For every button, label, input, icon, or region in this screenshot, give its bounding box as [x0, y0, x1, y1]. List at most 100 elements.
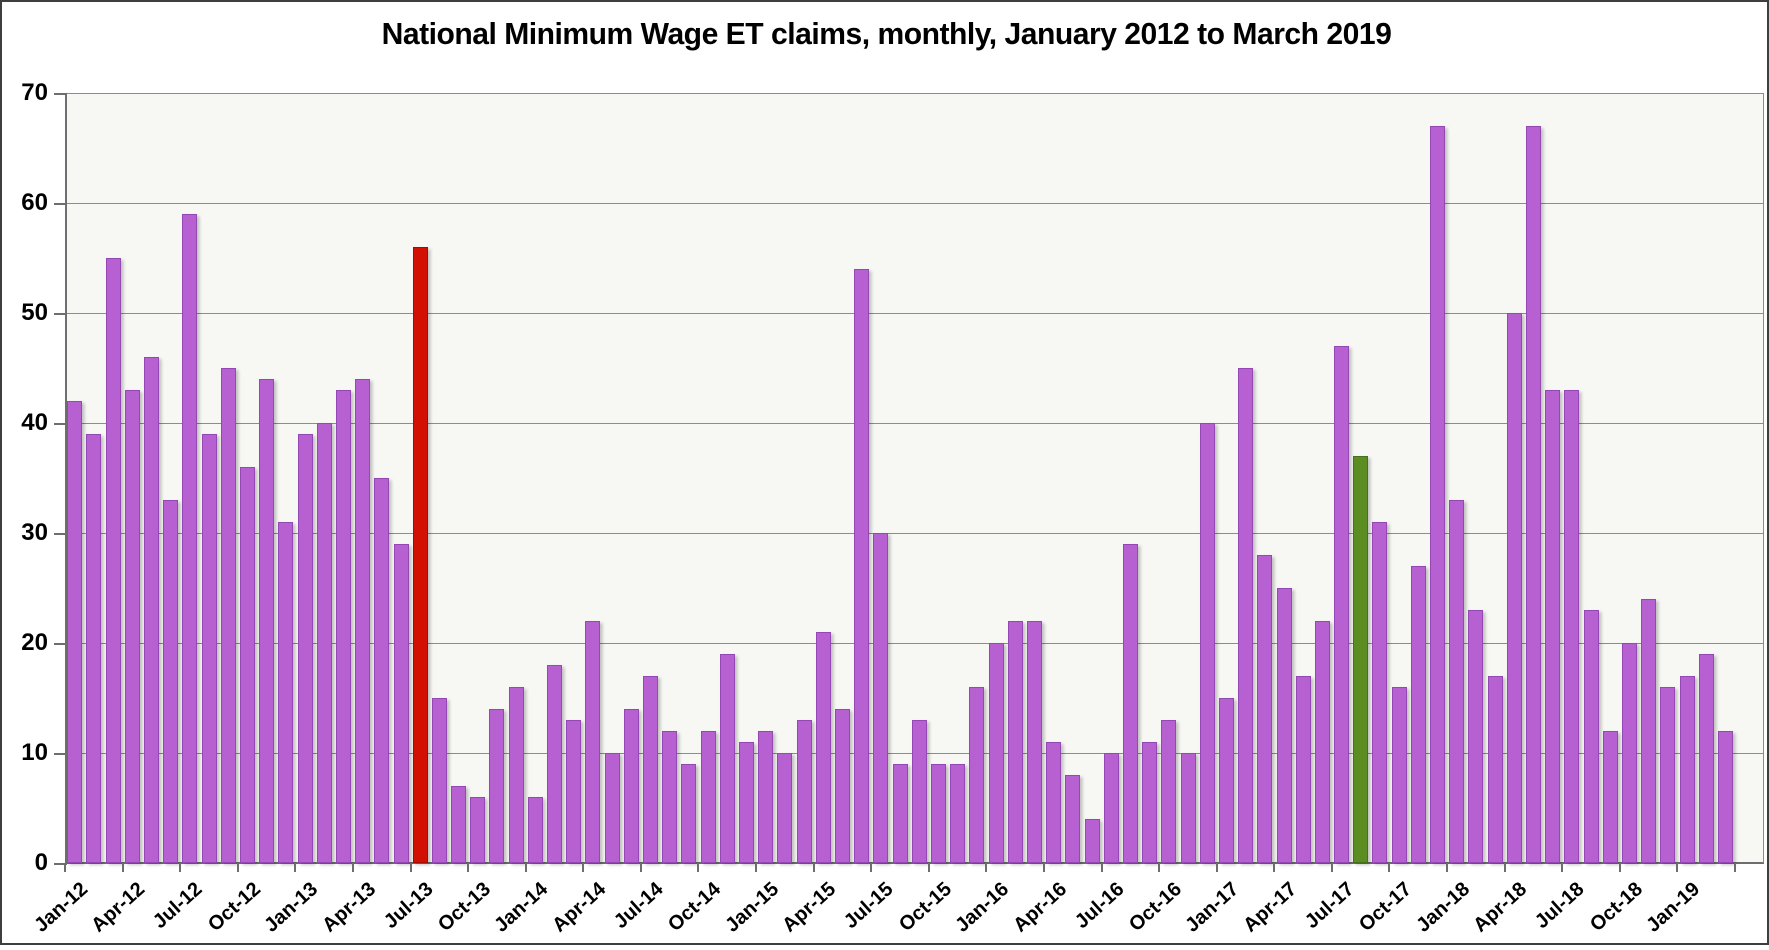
x-tick	[409, 863, 412, 872]
bar-May-17	[1295, 676, 1311, 863]
y-tick-30	[54, 533, 65, 535]
bar-May-16	[1065, 775, 1081, 863]
x-axis-tick-label: Jan-17	[1181, 878, 1244, 937]
x-axis-tick-label: Jul-17	[1300, 878, 1359, 934]
bar-Mar-13	[335, 390, 351, 863]
bar-Nov-18	[1641, 599, 1657, 863]
gridline-50	[65, 313, 1764, 314]
bar-Aug-16	[1122, 544, 1138, 863]
bar-Sep-15	[911, 720, 927, 863]
bar-Oct-17	[1391, 687, 1407, 863]
x-axis-tick-label: Jan-19	[1642, 878, 1705, 937]
y-axis-tick-label: 70	[21, 79, 48, 106]
bar-Jan-15	[758, 731, 774, 863]
bar-Sep-13	[451, 786, 467, 863]
bar-Jun-12	[163, 500, 179, 863]
bar-Dec-12	[278, 522, 294, 863]
bar-Apr-17	[1276, 588, 1292, 863]
x-axis-tick-label: Jan-14	[490, 878, 553, 937]
bar-Oct-16	[1161, 720, 1177, 863]
x-tick	[985, 863, 988, 872]
bar-Feb-15	[777, 753, 793, 863]
x-axis-tick-label: Jul-15	[840, 878, 898, 934]
x-tick	[1446, 863, 1449, 872]
bar-Mar-17	[1257, 555, 1273, 863]
bar-Oct-14	[700, 731, 716, 863]
x-tick	[1561, 863, 1564, 872]
bar-Dec-17	[1430, 126, 1446, 863]
plot-right-border	[1763, 93, 1764, 863]
bar-Sep-17	[1372, 522, 1388, 863]
bar-Feb-13	[316, 423, 332, 863]
x-axis-tick-label: Oct-14	[664, 878, 726, 937]
bar-Feb-19	[1698, 654, 1714, 863]
chart-title: National Minimum Wage ET claims, monthly…	[381, 16, 1392, 51]
x-tick	[1158, 863, 1161, 872]
bar-Jan-13	[297, 434, 313, 863]
plot-area	[65, 93, 1764, 865]
bar-Mar-12	[105, 258, 121, 863]
bar-Aug-17	[1353, 456, 1369, 863]
x-axis-tick-label: Jan-18	[1411, 878, 1474, 937]
x-tick	[64, 863, 66, 872]
x-axis-tick-label: Oct-12	[203, 878, 265, 937]
x-tick	[812, 863, 815, 872]
bar-Apr-14	[585, 621, 601, 863]
bar-Feb-16	[1007, 621, 1023, 863]
bar-Mar-15	[796, 720, 812, 863]
x-axis-tick-label: Jul-16	[1070, 878, 1129, 934]
bar-Sep-12	[220, 368, 236, 863]
x-tick	[1042, 863, 1045, 872]
bar-Jun-14	[623, 709, 639, 863]
x-tick	[1100, 863, 1103, 872]
x-tick	[1273, 863, 1276, 872]
y-tick-50	[54, 313, 65, 315]
y-tick-0	[54, 863, 65, 865]
y-axis-tick-label: 50	[21, 299, 48, 326]
bar-Sep-18	[1602, 731, 1618, 863]
x-tick	[639, 863, 642, 872]
gridline-30	[65, 533, 1764, 534]
bar-Jun-13	[393, 544, 409, 863]
y-tick-60	[54, 203, 65, 205]
x-axis-tick-label: Jan-16	[951, 878, 1014, 937]
bar-May-15	[835, 709, 851, 863]
x-tick	[1618, 863, 1621, 872]
bar-May-14	[604, 753, 620, 863]
bar-Apr-13	[355, 379, 371, 863]
x-axis-tick-label: Jan-13	[260, 878, 323, 937]
gridline-60	[65, 203, 1764, 204]
bar-Jan-19	[1679, 676, 1695, 863]
bar-Nov-17	[1410, 566, 1426, 863]
bar-Nov-12	[259, 379, 275, 863]
bar-Nov-14	[719, 654, 735, 863]
x-axis-line	[65, 862, 1764, 864]
y-axis-tick-label: 30	[21, 519, 48, 546]
y-axis-tick-label: 0	[34, 849, 48, 876]
x-tick	[294, 863, 297, 872]
bar-Aug-13	[431, 698, 447, 863]
bar-Jan-16	[988, 643, 1004, 863]
bar-Aug-18	[1583, 610, 1599, 863]
x-tick	[1503, 863, 1506, 872]
bar-Feb-17	[1238, 368, 1254, 863]
x-axis-tick-label: Apr-17	[1239, 878, 1302, 937]
x-tick	[179, 863, 182, 872]
bar-Apr-16	[1046, 742, 1062, 863]
bar-Jul-15	[873, 533, 889, 863]
bar-Jul-14	[643, 676, 659, 863]
bar-Jun-15	[854, 269, 870, 863]
x-tick	[582, 863, 585, 872]
y-axis-line	[65, 93, 67, 865]
bar-Mar-16	[1026, 621, 1042, 863]
bar-May-18	[1526, 126, 1542, 863]
bar-Nov-16	[1180, 753, 1196, 863]
bar-Mar-18	[1487, 676, 1503, 863]
x-axis-tick-label: Oct-13	[433, 878, 495, 937]
bar-Feb-12	[86, 434, 102, 863]
bar-Jan-14	[527, 797, 543, 863]
gridline-70	[65, 93, 1764, 94]
x-axis-tick-label: Oct-18	[1585, 878, 1647, 937]
bar-Oct-15	[930, 764, 946, 863]
x-axis-tick-label: Jul-14	[609, 878, 668, 934]
